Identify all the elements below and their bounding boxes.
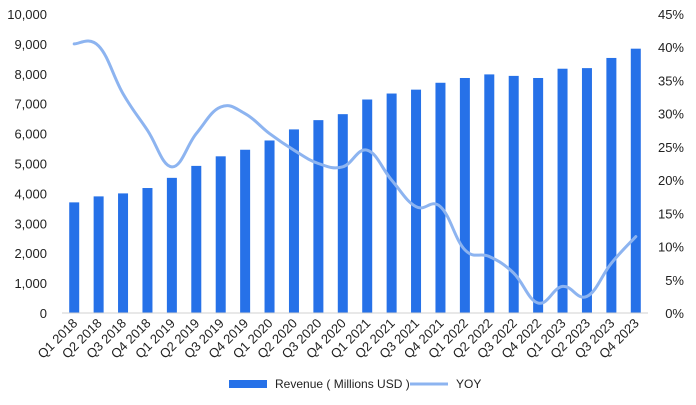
revenue-bar	[606, 57, 617, 314]
revenue-bar	[557, 68, 568, 313]
left-axis-tick-label: 1,000	[14, 276, 47, 291]
left-axis-tick-label: 2,000	[14, 246, 47, 261]
right-axis-tick-label: 30%	[658, 107, 684, 122]
right-axis-tick-label: 10%	[658, 240, 684, 255]
left-axis-ticks: 0 1,000 2,000 3,000 4,000 5,000 6,000 7,000 8,00…	[7, 7, 47, 321]
legend-swatch-revenue	[229, 380, 267, 388]
revenue-bar	[411, 89, 422, 314]
right-axis-tick-label: 15%	[658, 206, 684, 221]
revenue-bar	[118, 193, 129, 313]
revenue-bars	[69, 48, 641, 314]
right-axis-ticks: 0% 5% 10% 15% 20% 25% 30% 35% 40% 45%	[658, 7, 684, 321]
revenue-bar	[508, 75, 519, 313]
revenue-bar	[630, 48, 641, 314]
revenue-bar	[69, 202, 80, 313]
legend-label-revenue: Revenue ( Millions USD )	[275, 377, 410, 391]
revenue-bar	[337, 114, 348, 313]
right-axis-tick-label: 25%	[658, 140, 684, 155]
left-axis-tick-label: 4,000	[14, 186, 47, 201]
revenue-bar	[581, 68, 592, 314]
revenue-bar	[313, 120, 324, 313]
revenue-bar	[93, 196, 104, 313]
revenue-bar	[240, 149, 251, 313]
right-axis-tick-label: 40%	[658, 40, 684, 55]
revenue-bar	[386, 93, 397, 313]
revenue-bar	[264, 140, 275, 313]
right-axis-tick-label: 45%	[658, 7, 684, 22]
left-axis-tick-label: 8,000	[14, 67, 47, 82]
left-axis-tick-label: 10,000	[7, 7, 47, 22]
right-axis-tick-label: 20%	[658, 173, 684, 188]
left-axis-tick-label: 6,000	[14, 127, 47, 142]
revenue-bar	[459, 77, 470, 314]
revenue-bar	[362, 99, 373, 313]
right-axis-tick-label: 0%	[665, 306, 684, 321]
revenue-bar	[435, 82, 446, 314]
revenue-bar	[142, 188, 153, 313]
revenue-bar	[484, 74, 495, 314]
right-axis-tick-label: 5%	[665, 273, 684, 288]
left-axis-tick-label: 9,000	[14, 37, 47, 52]
left-axis-tick-label: 3,000	[14, 216, 47, 231]
yoy-line	[72, 39, 638, 305]
left-axis-tick-label: 5,000	[14, 157, 47, 172]
revenue-bar	[533, 77, 544, 314]
revenue-bar	[191, 165, 202, 313]
legend: Revenue ( Millions USD ) YOY	[229, 377, 481, 391]
left-axis-tick-label: 0	[40, 306, 47, 321]
legend-label-yoy: YOY	[456, 377, 481, 391]
left-axis-tick-label: 7,000	[14, 97, 47, 112]
revenue-bar	[166, 177, 177, 313]
right-axis-tick-label: 35%	[658, 73, 684, 88]
revenue-bar	[215, 156, 226, 313]
revenue-bar	[288, 129, 299, 313]
